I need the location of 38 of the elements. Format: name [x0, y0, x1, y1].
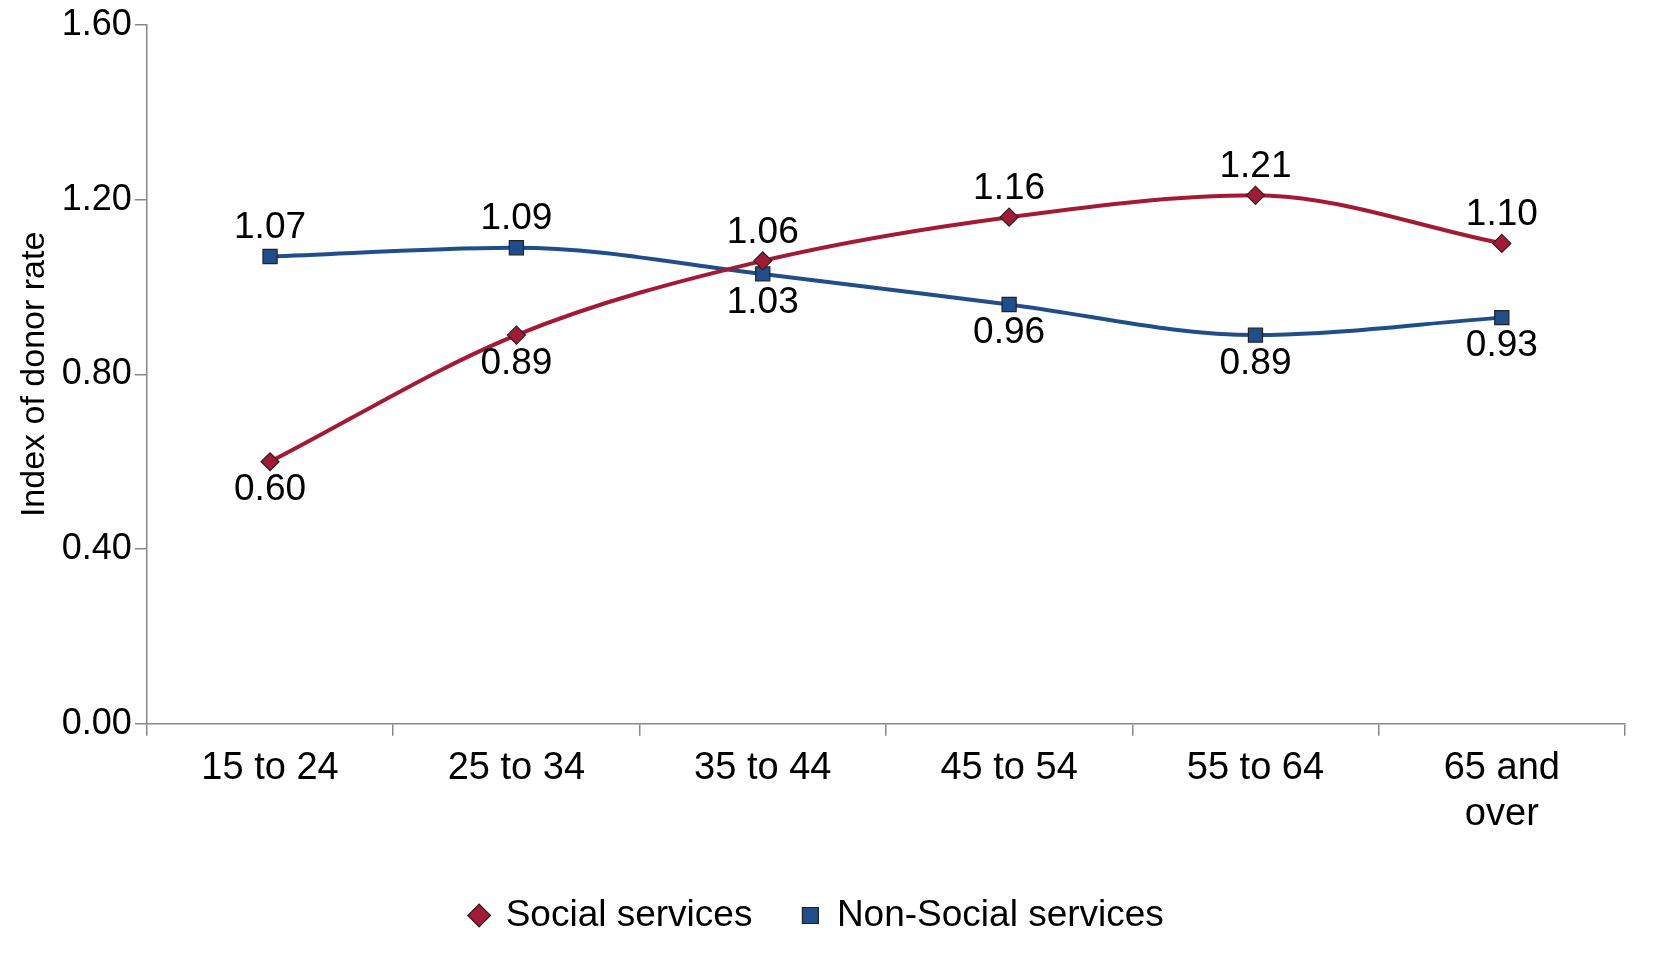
- y-tick-label: 0.80: [61, 351, 132, 393]
- point: [1492, 233, 1512, 253]
- x-tick-label: 15 to 24: [201, 745, 339, 788]
- data-label: 0.96: [973, 310, 1046, 352]
- data-label: 1.16: [973, 165, 1046, 207]
- data-label: 0.89: [1219, 340, 1292, 382]
- point: [1001, 296, 1017, 313]
- point: [1247, 327, 1264, 343]
- data-label: 1.10: [1465, 192, 1538, 234]
- data-label: 1.06: [726, 209, 799, 251]
- point: [508, 240, 525, 256]
- x-tick-label: 25 to 34: [447, 745, 586, 788]
- x-tick-label: 35 to 44: [694, 745, 832, 788]
- y-tick-label: 0.40: [61, 526, 132, 568]
- y-tick-label: 1.60: [61, 1, 132, 43]
- point: [1494, 309, 1510, 326]
- data-label: 1.03: [726, 279, 799, 321]
- data-label: 0.60: [234, 467, 307, 509]
- data-label: 0.89: [480, 340, 553, 382]
- legend-label: Non-Social services: [836, 892, 1164, 934]
- point: [999, 207, 1019, 227]
- data-label: 1.09: [480, 196, 553, 238]
- point: [260, 452, 280, 472]
- point: [1245, 185, 1266, 205]
- y-axis-title: Index of donor rate: [12, 231, 51, 518]
- y-tick-label: 1.20: [61, 176, 132, 218]
- data-label: 1.21: [1219, 144, 1292, 186]
- x-tick-label: 45 to 54: [940, 745, 1078, 788]
- data-label: 0.93: [1465, 323, 1538, 365]
- data-label: 1.07: [234, 205, 307, 247]
- point: [753, 251, 773, 271]
- legend-label: Social services: [505, 892, 753, 934]
- point: [262, 248, 278, 265]
- x-tick-label: 55 to 64: [1186, 745, 1325, 788]
- x-tick-label: 65 and over: [1443, 745, 1560, 833]
- point: [506, 325, 526, 345]
- y-tick-label: 0.00: [61, 700, 132, 742]
- point: [755, 266, 771, 282]
